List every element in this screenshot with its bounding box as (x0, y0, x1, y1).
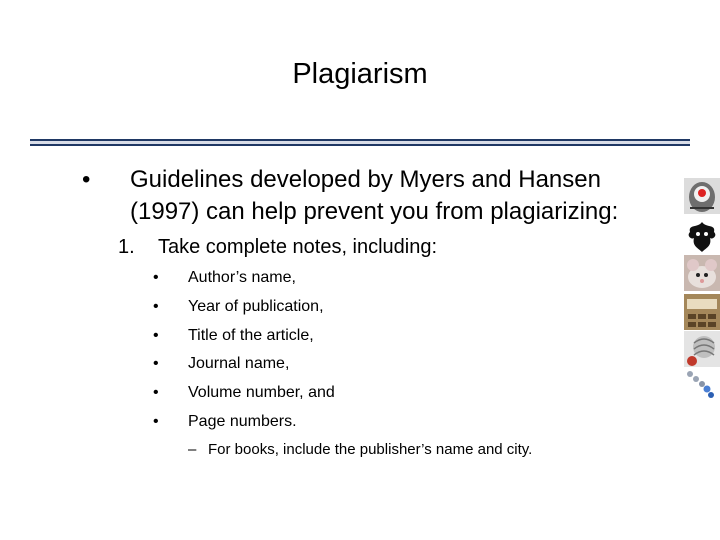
bullet-marker: • (153, 355, 159, 372)
list-item-text: Volume number, and (188, 384, 335, 401)
bullet-marker: • (153, 384, 159, 401)
bullet-marker: • (153, 298, 159, 315)
note-text: For books, include the publisher’s name … (208, 441, 533, 458)
bullet-marker: • (153, 327, 159, 344)
slide-title: Plagiarism (292, 58, 428, 90)
chain-icon (684, 368, 720, 404)
neuron-icon (684, 331, 720, 367)
list-item-text: Year of publication, (188, 298, 324, 315)
list-item-text: Page numbers. (188, 413, 297, 430)
mouse-icon (684, 255, 720, 291)
bullet-marker: • (82, 166, 91, 193)
step-number: 1. (118, 236, 135, 258)
list-item-text: Journal name, (188, 355, 290, 372)
main-bullet-text: Guidelines developed by Myers and Hansen… (130, 166, 619, 225)
list-item-text: Author’s name, (188, 269, 296, 286)
list-item-text: Title of the article, (188, 327, 314, 344)
note-dash: – (188, 441, 197, 458)
bullet-marker: • (153, 413, 159, 430)
brain-icon (684, 178, 720, 214)
step-text: Take complete notes, including: (158, 236, 438, 258)
inkblot-icon (684, 218, 720, 254)
bullet-marker: • (153, 269, 159, 286)
classroom-icon (684, 294, 720, 330)
title-divider (30, 139, 690, 146)
